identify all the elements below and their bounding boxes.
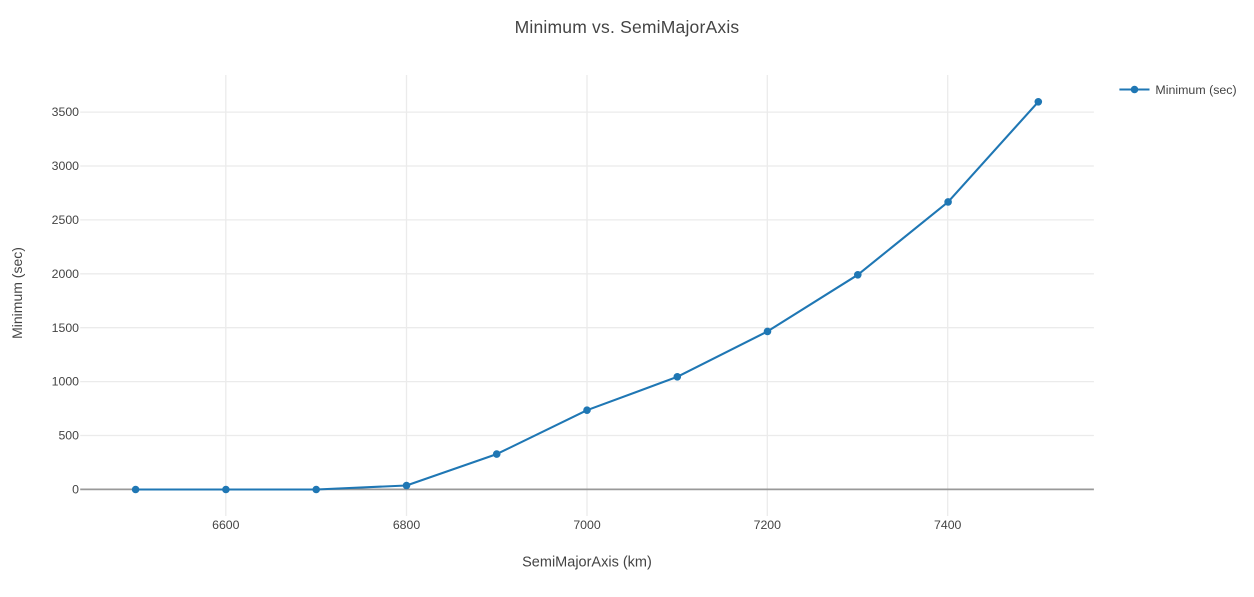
svg-text:500: 500: [58, 429, 79, 443]
svg-text:1000: 1000: [52, 375, 80, 389]
svg-text:7400: 7400: [934, 518, 962, 532]
svg-text:2500: 2500: [52, 213, 80, 227]
svg-text:Minimum (sec): Minimum (sec): [9, 247, 25, 339]
svg-text:7200: 7200: [754, 518, 782, 532]
svg-text:1500: 1500: [52, 321, 80, 335]
svg-text:6600: 6600: [212, 518, 240, 532]
svg-text:SemiMajorAxis (km): SemiMajorAxis (km): [522, 555, 652, 571]
svg-text:Minimum vs. SemiMajorAxis: Minimum vs. SemiMajorAxis: [515, 17, 740, 37]
svg-text:3000: 3000: [52, 159, 80, 173]
svg-text:2000: 2000: [52, 267, 80, 281]
svg-text:3500: 3500: [52, 105, 80, 119]
svg-text:0: 0: [72, 483, 79, 497]
svg-text:6800: 6800: [393, 518, 421, 532]
svg-text:7000: 7000: [573, 518, 601, 532]
svg-text:Minimum (sec): Minimum (sec): [1155, 83, 1236, 97]
